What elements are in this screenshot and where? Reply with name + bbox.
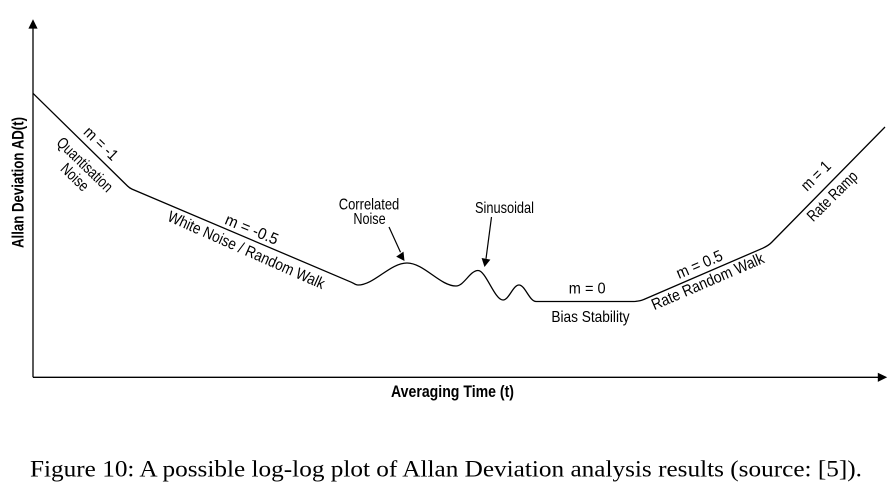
svg-text:Correlated: Correlated [339,196,400,213]
svg-text:Bias Stability: Bias Stability [551,309,629,326]
svg-text:Figure 10: A possible log-log: Figure 10: A possible log-log plot of Al… [30,456,862,481]
svg-text:Noise: Noise [353,211,385,228]
svg-text:m = 0: m = 0 [569,281,606,298]
svg-text:Averaging Time (t): Averaging Time (t) [391,383,514,401]
svg-text:Allan Deviation AD(t): Allan Deviation AD(t) [9,117,27,248]
svg-text:Sinusoidal: Sinusoidal [475,200,534,217]
